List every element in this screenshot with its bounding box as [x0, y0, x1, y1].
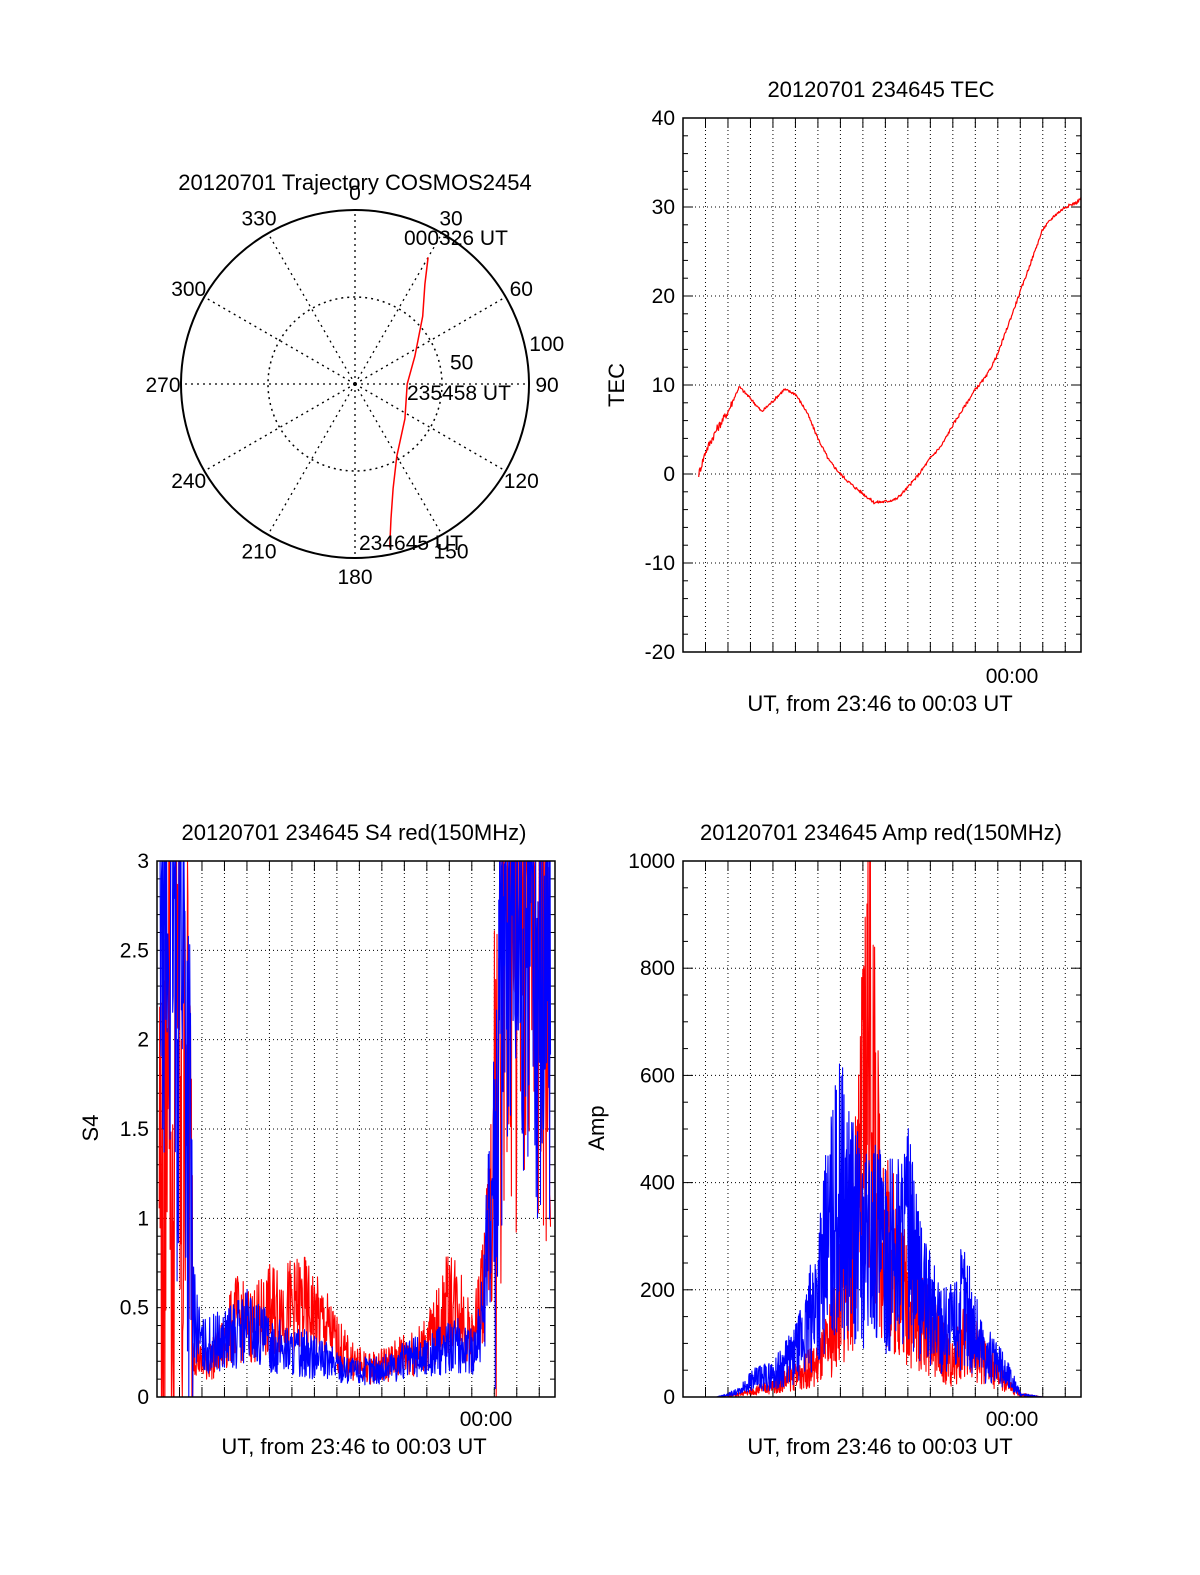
y-tick-label: 40: [652, 107, 675, 130]
polar-angle-label: 60: [510, 278, 533, 301]
s4-chart: 20120701 234645 S4 red(150MHz) 0 0.5 1 1.5 2…: [78, 820, 556, 1459]
polar-spoke: [267, 232, 356, 385]
series-line: [698, 196, 1082, 505]
tec-chart: 20120701 234645 TEC -20 -10 0 10 20 30 40 00:0…: [604, 77, 1082, 716]
polar-angle-label: 330: [241, 208, 276, 231]
polar-ring-50: [267, 296, 443, 472]
polar-angle-label: 90: [535, 374, 558, 397]
polar-angle-labels: 0 30 60 90 120 150 180 210 240 270 300 330: [145, 182, 558, 589]
amp-y-axis-label: Amp: [584, 1105, 609, 1150]
y-tick-label: -20: [645, 641, 675, 664]
polar-spoke: [267, 383, 356, 536]
polar-spoke: [203, 383, 356, 472]
y-tick-label: 0.5: [120, 1297, 149, 1320]
polar-spoke: [354, 383, 443, 536]
y-tick-label: 20: [652, 285, 675, 308]
tec-x-axis-label: UT, from 23:46 to 00:03 UT: [747, 691, 1012, 716]
polar-angle-label: 30: [439, 208, 462, 231]
trajectory-polar-chart: 20120701 Trajectory COSMOS2454 0 30 60 90 12…: [145, 170, 564, 589]
tec-title: 20120701 234645 TEC: [767, 77, 994, 102]
y-tick-label: 10: [652, 374, 675, 397]
trajectory-start-label: 234645 UT: [359, 532, 463, 555]
y-tick-label: 2: [137, 1029, 149, 1052]
s4-y-axis-label: S4: [78, 1115, 103, 1142]
series-line: [694, 1063, 1077, 1398]
s4-x-tick-label: 00:00: [460, 1408, 513, 1431]
y-tick-label: 200: [640, 1279, 675, 1302]
s4-title: 20120701 234645 S4 red(150MHz): [182, 820, 527, 845]
polar-angle-label: 150: [433, 540, 468, 563]
polar-angle-label: 210: [241, 540, 276, 563]
y-tick-label: -10: [645, 552, 675, 575]
y-tick-label: 0: [663, 1386, 675, 1409]
polar-angle-label: 240: [171, 470, 206, 493]
trajectory-series: [388, 257, 429, 548]
y-tick-label: 600: [640, 1064, 675, 1087]
polar-radius-labels: 50 100: [450, 333, 564, 374]
polar-angle-label: 120: [504, 470, 539, 493]
y-tick-label: 3: [137, 850, 149, 873]
plot-frame: [156, 860, 556, 1398]
trajectory-line: [388, 257, 429, 548]
plot-frame: [682, 860, 1082, 1398]
tec-y-axis-label: TEC: [604, 363, 629, 407]
s4-plot-area: 0 0.5 1 1.5 2 2.5 3: [120, 850, 556, 1409]
trajectory-middle-label: 235458 UT: [407, 382, 511, 405]
y-tick-label: 0: [663, 463, 675, 486]
polar-radius-label: 100: [529, 333, 564, 356]
polar-angle-label: 0: [349, 182, 361, 205]
amp-plot-area: 0 200 400 600 800 1000: [628, 850, 1082, 1409]
polar-spoke: [203, 296, 356, 385]
trajectory-title: 20120701 Trajectory COSMOS2454: [178, 170, 531, 195]
polar-spoke: [354, 296, 507, 385]
amp-x-tick-label: 00:00: [986, 1408, 1039, 1431]
polar-radius-label: 50: [450, 351, 473, 374]
polar-outer-ring: [180, 209, 530, 559]
y-tick-label: 2.5: [120, 939, 149, 962]
amp-title: 20120701 234645 Amp red(150MHz): [700, 820, 1062, 845]
polar-spoke: [354, 232, 443, 385]
y-tick-label: 1.5: [120, 1118, 149, 1141]
y-tick-label: 800: [640, 957, 675, 980]
y-tick-label: 30: [652, 196, 675, 219]
polar-angle-label: 270: [145, 374, 180, 397]
tec-plot-area: -20 -10 0 10 20 30 40: [645, 107, 1082, 664]
y-tick-label: 1000: [628, 850, 675, 873]
amp-chart: 20120701 234645 Amp red(150MHz) 0 200 400 6…: [584, 820, 1082, 1459]
s4-x-axis-label: UT, from 23:46 to 00:03 UT: [221, 1434, 486, 1459]
polar-grid: [181, 210, 529, 558]
y-tick-label: 400: [640, 1172, 675, 1195]
y-tick-label: 1: [137, 1207, 149, 1230]
polar-spoke: [354, 383, 507, 472]
y-tick-label: 0: [137, 1386, 149, 1409]
polar-angle-label: 180: [337, 566, 372, 589]
plot-frame: [682, 117, 1082, 653]
polar-angle-label: 300: [171, 278, 206, 301]
tec-x-tick-label: 00:00: [986, 665, 1039, 688]
trajectory-end-label: 000326 UT: [404, 227, 508, 250]
series-line: [159, 860, 552, 1398]
amp-x-axis-label: UT, from 23:46 to 00:03 UT: [747, 1434, 1012, 1459]
